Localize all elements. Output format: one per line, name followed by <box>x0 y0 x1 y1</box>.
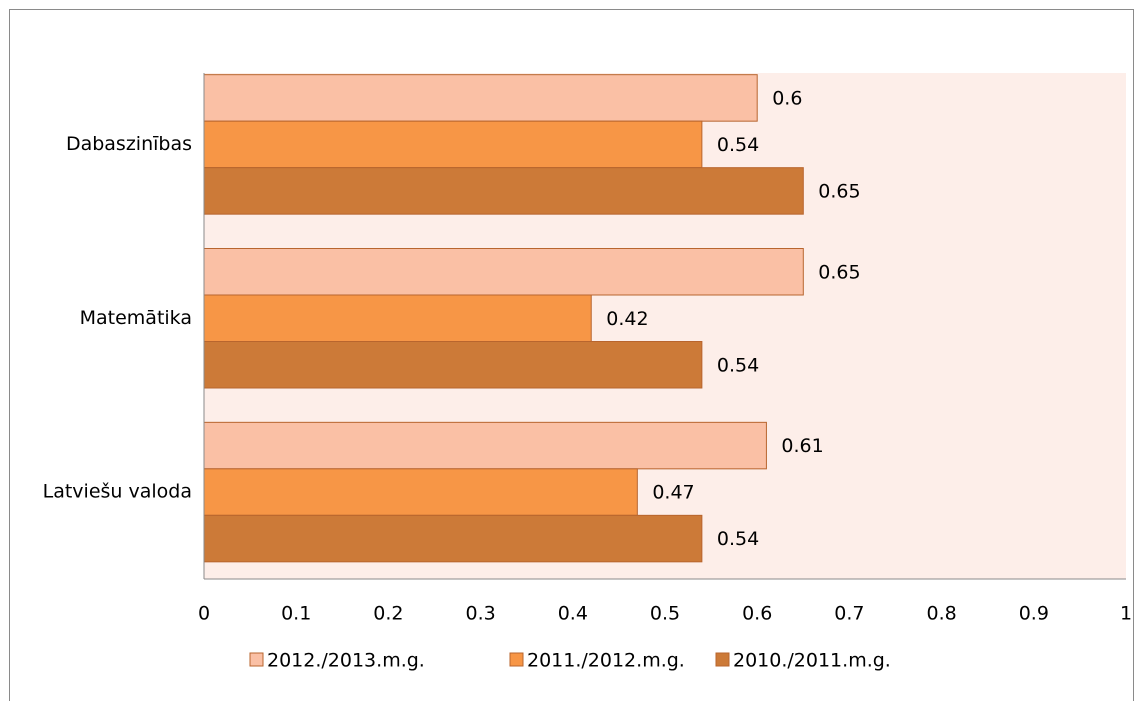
value-label: 0.6 <box>772 87 802 109</box>
bar <box>203 167 804 215</box>
y-tick-label: Dabaszinības <box>66 133 192 155</box>
x-tick-label: 0.9 <box>1019 603 1049 625</box>
chart-border <box>9 9 1134 701</box>
value-label: 0.65 <box>818 261 860 283</box>
bar <box>203 248 804 296</box>
bar <box>203 294 592 342</box>
legend-swatch <box>509 652 524 667</box>
x-tick-label: 0.7 <box>834 603 864 625</box>
legend-label: 2011./2012.m.g. <box>527 650 685 672</box>
x-tick-label: 1 <box>1120 603 1132 625</box>
bar <box>203 341 703 389</box>
x-tick-label: 0.3 <box>465 603 495 625</box>
y-tick-label: Matemātika <box>80 307 192 329</box>
x-tick-label: 0 <box>198 603 210 625</box>
value-label: 0.65 <box>818 180 860 202</box>
bar <box>203 421 767 470</box>
x-tick-label: 0.4 <box>558 603 588 625</box>
bar <box>203 514 703 563</box>
x-tick-label: 0.6 <box>742 603 772 625</box>
value-label: 0.42 <box>606 308 648 330</box>
x-tick-label: 0.1 <box>281 603 311 625</box>
value-label: 0.54 <box>717 528 759 550</box>
value-label: 0.54 <box>717 354 759 376</box>
bar <box>203 120 703 169</box>
x-tick-label: 0.8 <box>926 603 956 625</box>
x-tick-label: 0.2 <box>373 603 403 625</box>
value-label: 0.47 <box>652 482 694 504</box>
bar <box>203 74 758 122</box>
x-tick-label: 0.5 <box>650 603 680 625</box>
legend-label: 2012./2013.m.g. <box>267 650 425 672</box>
bar <box>203 468 638 516</box>
legend-swatch <box>249 652 264 667</box>
y-tick-label: Latviešu valoda <box>43 481 192 503</box>
legend-swatch <box>715 652 730 667</box>
legend-label: 2010./2011.m.g. <box>733 650 891 672</box>
value-label: 0.54 <box>717 134 759 156</box>
value-label: 0.61 <box>781 435 823 457</box>
